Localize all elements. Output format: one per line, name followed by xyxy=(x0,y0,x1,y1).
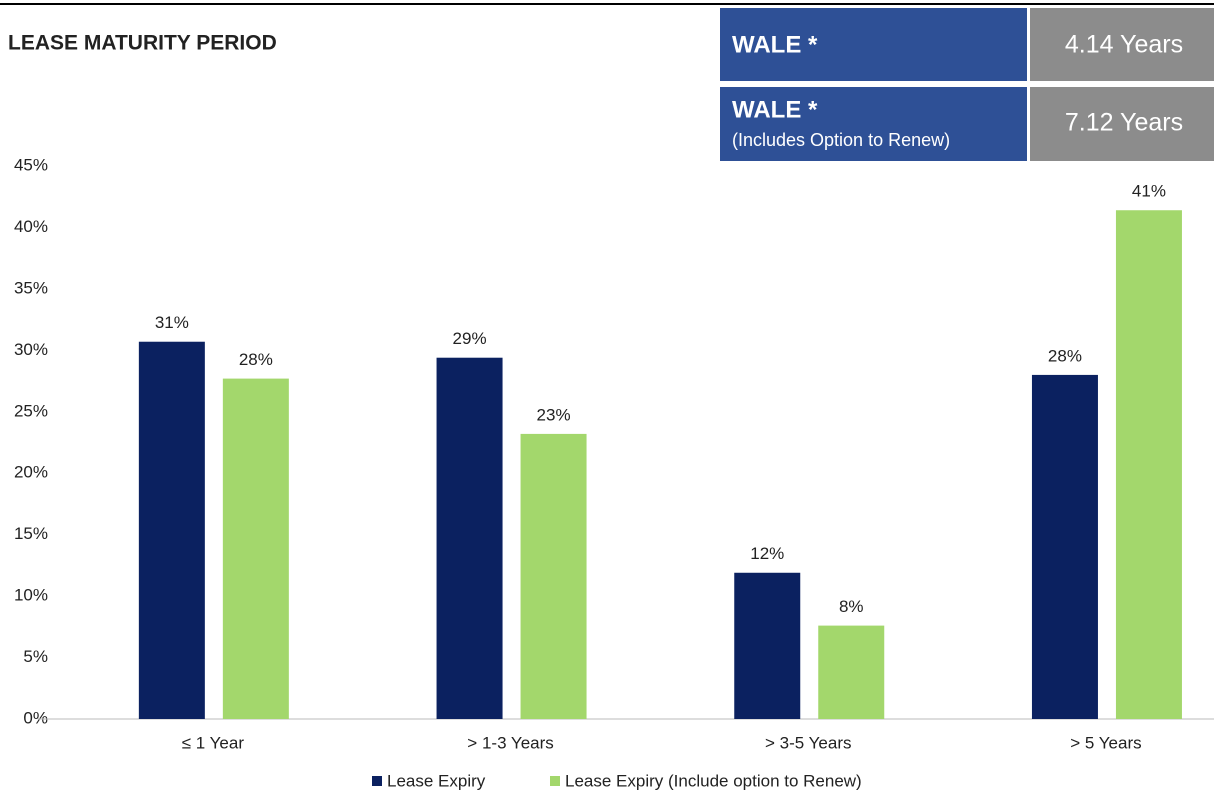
value-label: 31% xyxy=(155,313,189,332)
y-tick-label: 40% xyxy=(14,217,48,236)
value-label: 29% xyxy=(453,329,487,348)
value-label: 8% xyxy=(839,597,864,616)
y-tick-label: 35% xyxy=(14,278,48,297)
x-tick-label: > 5 Years xyxy=(1070,733,1141,752)
y-tick-label: 20% xyxy=(14,463,48,482)
value-label: 41% xyxy=(1132,182,1166,201)
legend-swatch xyxy=(550,776,560,786)
bar xyxy=(734,572,801,719)
value-label: 28% xyxy=(1048,346,1082,365)
value-label: 28% xyxy=(239,350,273,369)
y-tick-label: 25% xyxy=(14,401,48,420)
table-value-cell xyxy=(1030,87,1214,161)
bar xyxy=(138,341,205,719)
bar xyxy=(1031,374,1098,719)
table-label: WALE * xyxy=(732,31,818,58)
bar xyxy=(520,433,587,719)
legend-swatch xyxy=(372,776,382,786)
table-value: 7.12 Years xyxy=(1065,109,1183,137)
y-tick-label: 0% xyxy=(23,708,48,727)
table-value-cell xyxy=(1030,8,1214,81)
table-label: WALE * xyxy=(732,96,818,123)
bar xyxy=(436,357,503,719)
legend-label: Lease Expiry (Include option to Renew) xyxy=(565,771,862,790)
x-tick-label: ≤ 1 Year xyxy=(182,733,245,752)
x-tick-label: > 1-3 Years xyxy=(467,733,554,752)
bar xyxy=(818,625,885,719)
y-tick-label: 30% xyxy=(14,340,48,359)
value-label: 12% xyxy=(750,544,784,563)
y-tick-label: 45% xyxy=(14,155,48,174)
table-label-cell xyxy=(720,8,1027,81)
bar xyxy=(222,378,289,719)
value-label: 23% xyxy=(537,405,571,424)
y-tick-label: 5% xyxy=(23,647,48,666)
y-tick-label: 15% xyxy=(14,524,48,543)
bar xyxy=(1115,210,1182,720)
x-tick-label: > 3-5 Years xyxy=(765,733,852,752)
legend-label: Lease Expiry xyxy=(387,771,486,790)
y-tick-label: 10% xyxy=(14,586,48,605)
table-value: 4.14 Years xyxy=(1065,31,1183,59)
chart-title: LEASE MATURITY PERIOD xyxy=(8,32,277,55)
table-label-cell xyxy=(720,87,1027,161)
table-note: (Includes Option to Renew) xyxy=(732,130,950,150)
